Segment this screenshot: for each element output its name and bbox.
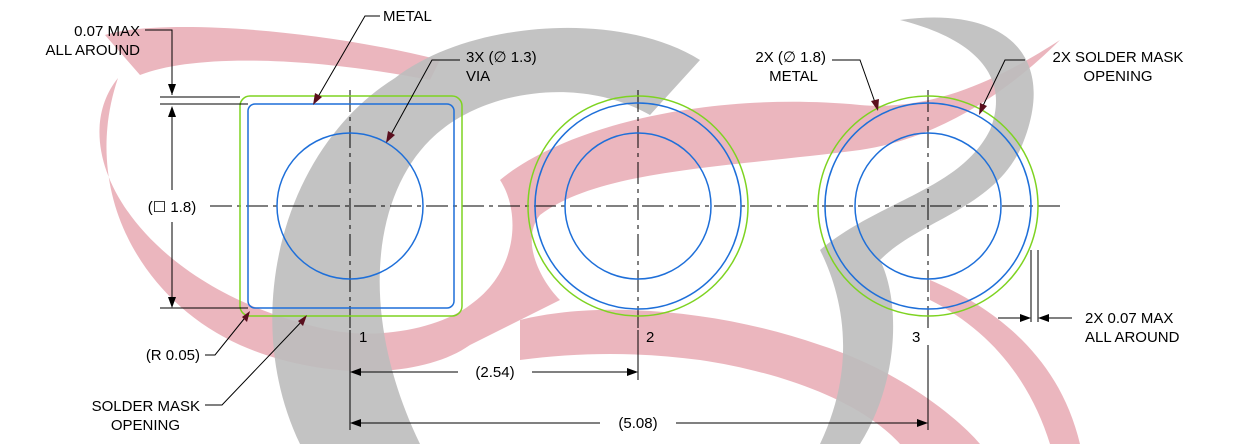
solder-mask-top-leader [979,59,1025,113]
pad-3-via [854,132,1002,280]
metal-circle-arrow [871,99,879,111]
metal-callout: METAL [313,8,432,105]
gap-arrow-left [1020,314,1031,322]
solder-mask-bottom-label-1: SOLDER MASK [92,398,200,415]
metal-leader [314,15,380,103]
watermark-red-swoosh [99,40,1061,372]
solder-mask-top-arrow [979,103,987,115]
gap-label-1: 2X 0.07 MAX [1085,310,1173,327]
metal-circle-leader [832,59,878,109]
watermark-logo [99,17,1080,444]
via-label-2: VIA [466,68,490,85]
solder-mask-top-label-1: 2X SOLDER MASK [1053,49,1184,66]
solder-mask-top-label-2: OPENING [1083,68,1152,85]
pin-label-1: 1 [359,329,367,346]
metal-circle-callout: 2X (∅ 1.8) METAL [755,49,879,111]
pitch-arrow-right [627,368,638,376]
watermark-gray-arc [272,27,700,444]
max-all-around-leader [145,29,173,95]
solder-mask-bottom-arrow [298,315,307,326]
pad-1-via [276,132,424,280]
metal-circle-label-2: METAL [769,68,818,85]
watermark-red-right-tail [930,280,1080,444]
gap-label-2: ALL AROUND [1085,329,1180,346]
gap-arrow-right [1038,314,1049,322]
radius-arrow [242,311,250,322]
square-dimension: (☐ 1.8) [148,106,248,309]
radius-label: (R 0.05) [146,347,200,364]
max-all-around-label-2: ALL AROUND [46,42,141,59]
pin-label-2: 2 [646,329,654,346]
solder-mask-bottom-callout: SOLDER MASK OPENING [92,315,307,434]
pitch-arrow-left [350,368,361,376]
watermark-gray-right [820,17,1034,444]
span-arrow-left [350,419,361,427]
max-all-around-callout: 0.07 MAX ALL AROUND [46,23,248,105]
radius-callout: (R 0.05) [146,311,250,364]
via-label-1: 3X (∅ 1.3) [466,49,537,66]
span-arrow-right [917,419,928,427]
span-dimension: (5.08) [349,345,929,432]
via-callout: 3X (∅ 1.3) VIA [386,49,537,143]
solder-mask-top-callout: 2X SOLDER MASK OPENING [979,49,1183,115]
solder-mask-bottom-label-2: OPENING [111,417,180,434]
gap-callout: 2X 0.07 MAX ALL AROUND [998,250,1180,346]
square-dim-label: (☐ 1.8) [148,199,196,216]
pad-1-metal [247,103,455,309]
square-dim-arrow-top [168,106,176,117]
max-all-around-arrow [168,84,176,95]
pad-2-solder-mask-opening [527,95,749,317]
metal-label: METAL [383,8,432,25]
pad-3 [817,95,1039,317]
via-leader [387,59,460,141]
radius-leader [205,313,249,356]
pad-2 [527,95,749,317]
solder-mask-bottom-leader [205,317,306,406]
via-arrow [386,131,395,143]
pad-1 [239,95,463,317]
square-dim-arrow-bottom [168,297,176,308]
max-all-around-label-1: 0.07 MAX [74,23,140,40]
watermark-red-top [105,27,440,80]
pitch-label: (2.54) [475,364,514,381]
pad-3-solder-mask-opening [817,95,1039,317]
pad-1-solder-mask-opening [239,95,463,317]
pin-label-3: 3 [912,329,920,346]
span-label: (5.08) [618,415,657,432]
pitch-dimension: (2.54) [349,330,639,381]
pad-2-via [564,132,712,280]
pad-3-metal [824,102,1032,310]
pad-2-metal [534,102,742,310]
center-lines [210,90,1060,330]
metal-circle-label-1: 2X (∅ 1.8) [755,49,826,66]
pin-labels: 1 2 3 [359,329,920,346]
watermark-red-tail [520,309,980,444]
metal-arrow [313,93,322,105]
